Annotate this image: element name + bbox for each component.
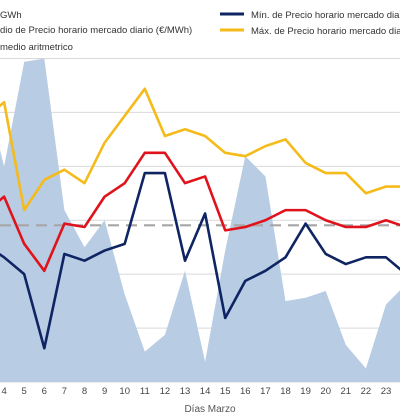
legend-label-arith-mean: medio aritmetrico	[0, 42, 73, 53]
x-tick-label: 21	[341, 386, 352, 397]
legend-label-gwh: GWh	[0, 10, 22, 21]
x-tick-label: 23	[381, 386, 392, 397]
x-tick-label: 14	[200, 386, 211, 397]
min-price-line	[0, 171, 400, 350]
x-tick-label: 18	[280, 386, 291, 397]
x-tick-label: 13	[180, 386, 191, 397]
x-tick-label: 16	[240, 386, 251, 397]
max-price-line	[0, 87, 400, 212]
x-tick-label: 6	[42, 386, 47, 397]
x-tick-label: 9	[102, 386, 107, 397]
x-tick-label: 15	[220, 386, 231, 397]
legend-label-min-price: Mín. de Precio horario mercado diario (€…	[251, 10, 400, 21]
x-tick-label: 11	[140, 386, 150, 397]
x-tick-label: 20	[320, 386, 331, 397]
x-tick-label: 5	[22, 386, 27, 397]
x-tick-label: 8	[82, 386, 87, 397]
gwh-area-layer	[0, 58, 400, 382]
gwh-area	[0, 58, 400, 382]
x-tick-label: 17	[260, 386, 271, 397]
x-axis-title: Días Marzo	[184, 404, 236, 415]
price-lines-layer	[0, 87, 400, 350]
x-tick-label: 19	[300, 386, 311, 397]
x-tick-labels: 4 5 6 7 8 9 10 11 12 13 14 15 16 17 18 19 20 21 22 23	[1, 386, 391, 397]
avg-price-line	[0, 151, 400, 273]
x-tick-label: 12	[160, 386, 171, 397]
legend: GWh Mín. de Precio horario mercado diari…	[0, 10, 400, 53]
x-tick-label: 10	[119, 386, 130, 397]
legend-label-avg-price: dio de Precio horario mercado diario (€/…	[0, 25, 192, 36]
x-tick-label: 7	[62, 386, 67, 397]
x-tick-label: 4	[1, 386, 6, 397]
legend-label-max-price: Máx. de Precio horario mercado diario (€…	[251, 26, 400, 37]
x-tick-label: 22	[361, 386, 372, 397]
